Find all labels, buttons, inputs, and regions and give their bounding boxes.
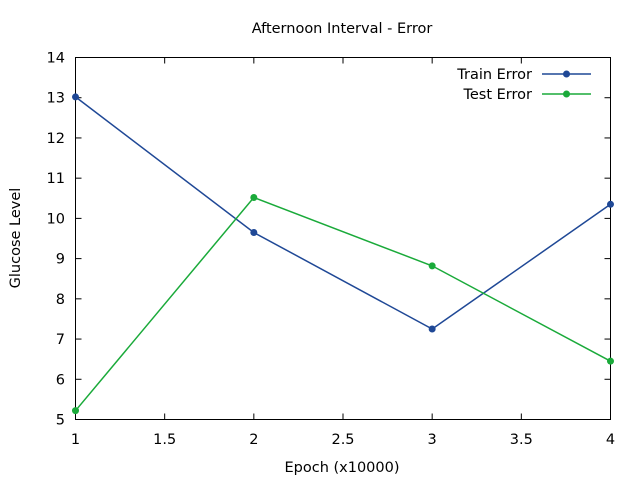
x-tick-label: 2.5 xyxy=(331,432,354,448)
y-tick-label: 13 xyxy=(47,91,65,107)
series-line-1 xyxy=(75,96,611,330)
series-1-point xyxy=(250,228,258,236)
series-line-2 xyxy=(74,196,611,412)
x-tick-label: 4 xyxy=(606,432,615,448)
legend-marker-1 xyxy=(563,70,570,78)
legend: Train Error Test Error xyxy=(456,67,591,103)
x-tick-label: 3 xyxy=(428,432,437,448)
y-tick-label: 7 xyxy=(56,332,65,348)
y-tick-label: 11 xyxy=(47,171,65,187)
legend-marker-2 xyxy=(563,90,570,98)
y-tick-label: 14 xyxy=(47,51,65,67)
plot-frame xyxy=(75,57,611,420)
series-2-point xyxy=(72,407,79,415)
y-tick-labels: 5 6 7 8 9 10 11 12 13 14 xyxy=(47,51,65,429)
y-tick-label: 5 xyxy=(56,413,65,429)
y-tick-label: 6 xyxy=(56,372,65,388)
series-1-point xyxy=(607,200,614,208)
legend-label-1: Train Error xyxy=(456,67,532,83)
legend-label-2: Test Error xyxy=(462,87,532,103)
x-tick-label: 1.5 xyxy=(153,432,176,448)
x-tick-label: 3.5 xyxy=(510,432,533,448)
y-axis-label: Glucose Level xyxy=(8,188,24,289)
x-axis-label: Epoch (x10000) xyxy=(284,460,399,476)
y-tick-label: 8 xyxy=(56,292,65,308)
series-1-point xyxy=(428,325,436,333)
series-layer xyxy=(72,93,614,415)
y-tick-label: 10 xyxy=(47,211,65,227)
y-tick-label: 12 xyxy=(47,131,65,147)
series-1-point xyxy=(72,93,79,101)
x-tick-label: 2 xyxy=(249,432,258,448)
series-2-point xyxy=(607,357,614,365)
y-tick-label: 9 xyxy=(56,252,65,268)
series-2-point xyxy=(250,193,258,201)
x-tick-labels: 1 1.5 2 2.5 3 3.5 4 xyxy=(71,432,615,448)
x-tick-label: 1 xyxy=(71,432,80,448)
series-2-point xyxy=(428,262,436,270)
chart-title: Afternoon Interval - Error xyxy=(252,21,433,37)
axis-ticks xyxy=(75,57,611,420)
